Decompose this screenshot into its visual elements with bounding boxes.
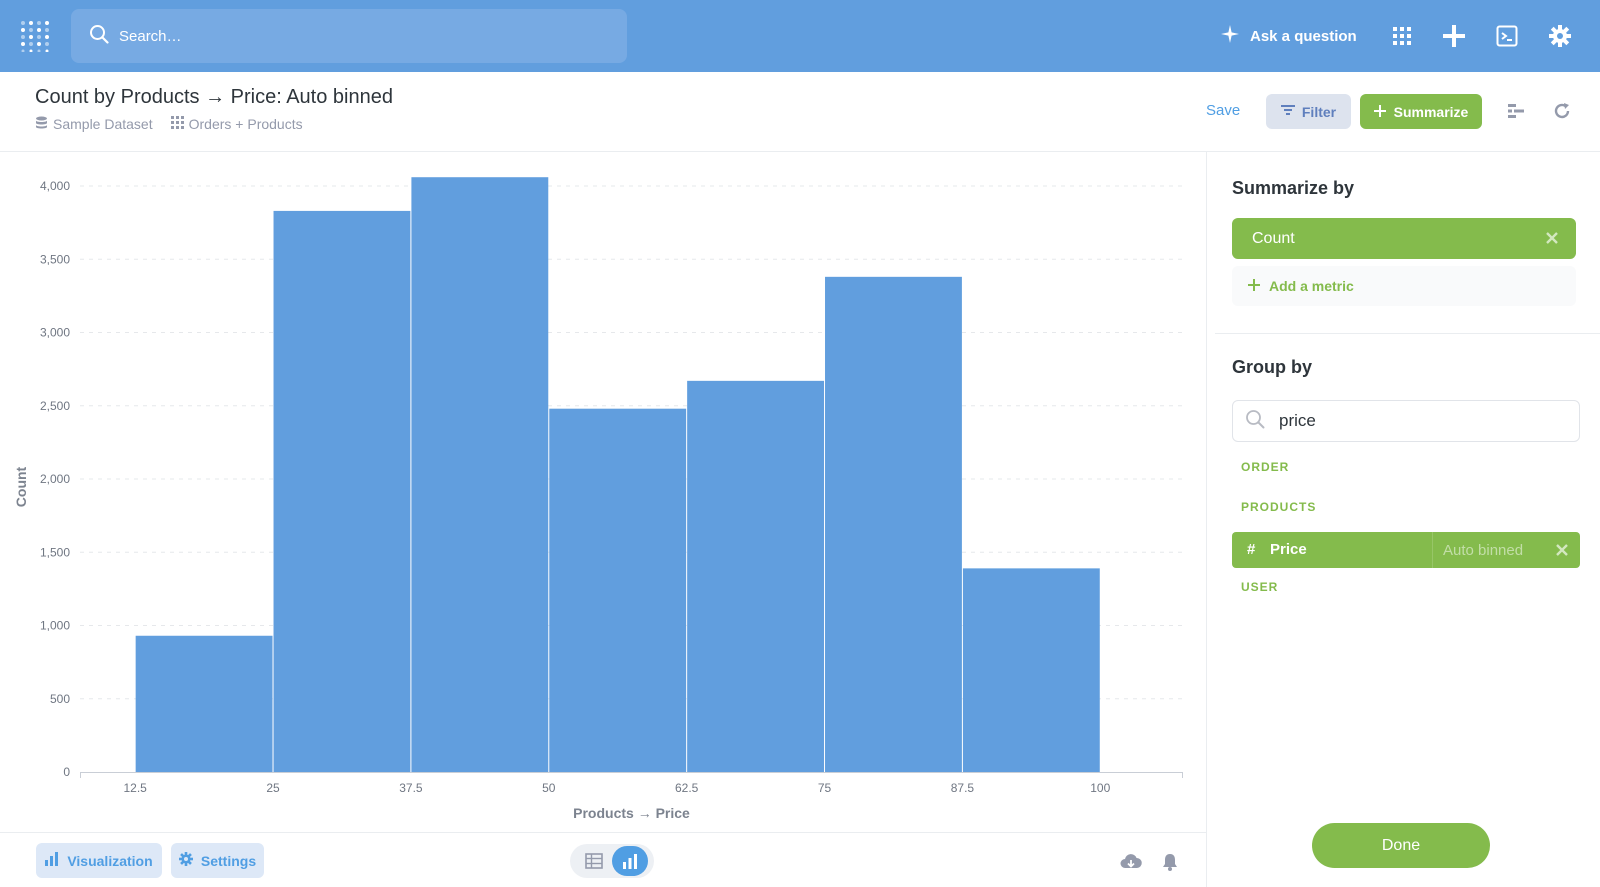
add-metric-label: Add a metric <box>1269 278 1354 294</box>
group-by-heading: Group by <box>1232 357 1312 377</box>
add-metric-button[interactable]: Add a metric <box>1232 266 1576 306</box>
histogram-bar <box>273 210 411 772</box>
breadcrumb-database-label: Sample Dataset <box>53 116 153 132</box>
plus-icon <box>1373 104 1394 120</box>
binning-label: Auto binned <box>1443 541 1524 559</box>
visualization-button[interactable]: Visualization <box>36 843 162 878</box>
x-tick-label: 12.5 <box>123 781 147 795</box>
summarize-label: Summarize <box>1393 103 1469 120</box>
database-icon <box>35 116 53 132</box>
histogram-bar <box>825 276 962 772</box>
section-order[interactable]: ORDER <box>1241 460 1290 474</box>
plus-icon[interactable] <box>1440 22 1468 50</box>
x-tick-label: 37.5 <box>399 781 423 795</box>
y-tick-label: 3,500 <box>40 252 70 266</box>
plus-icon <box>1248 278 1269 294</box>
group-by-search[interactable] <box>1232 400 1580 442</box>
metabase-logo-icon[interactable] <box>20 20 50 53</box>
filter-icon <box>1280 103 1302 120</box>
summarize-button[interactable]: Summarize <box>1360 94 1482 129</box>
visualization-label: Visualization <box>67 852 153 869</box>
y-tick-label: 1,500 <box>40 545 70 559</box>
y-axis-title: Count <box>13 466 29 507</box>
histogram-bar <box>135 635 273 772</box>
histogram-bar <box>687 380 825 772</box>
filter-label: Filter <box>1301 103 1337 120</box>
bell-icon[interactable] <box>1159 851 1181 873</box>
section-products[interactable]: PRODUCTS <box>1241 500 1317 514</box>
summarize-sidebar: Summarize by Count Add a metric Group by… <box>1206 152 1600 887</box>
chart-view-icon[interactable] <box>612 846 648 876</box>
field-name: Price <box>1270 541 1307 558</box>
section-user[interactable]: USER <box>1241 580 1279 594</box>
search-icon <box>1245 409 1265 434</box>
notebook-editor-icon[interactable] <box>1506 100 1528 122</box>
x-tick-label: 25 <box>266 781 280 795</box>
top-nav: Ask a question <box>0 0 1600 72</box>
group-by-field-price[interactable]: # Price Auto binned <box>1232 532 1580 568</box>
breadcrumb-table[interactable]: Orders + Products <box>170 116 303 132</box>
x-tick-label: 87.5 <box>951 781 975 795</box>
divider <box>1215 333 1600 334</box>
metric-label: Count <box>1252 229 1295 247</box>
y-tick-label: 4,000 <box>40 179 70 193</box>
y-tick-label: 500 <box>50 692 70 706</box>
ask-question-button[interactable]: Ask a question <box>1220 22 1357 50</box>
grid-icon[interactable] <box>1388 22 1416 50</box>
global-search-bar[interactable] <box>71 9 627 63</box>
y-tick-label: 2,000 <box>40 472 70 486</box>
done-button[interactable]: Done <box>1312 823 1490 868</box>
search-input[interactable] <box>119 27 599 45</box>
histogram-bar <box>962 568 1100 772</box>
bottom-bar: Visualization Settings <box>0 832 1206 887</box>
done-label: Done <box>1381 836 1421 854</box>
table-grid-icon <box>170 116 189 132</box>
metric-pill-count[interactable]: Count <box>1232 218 1576 259</box>
settings-button[interactable]: Settings <box>171 843 264 878</box>
breadcrumb: Sample Dataset Orders + Products <box>35 116 321 132</box>
gear-icon[interactable] <box>1546 22 1574 50</box>
close-icon[interactable] <box>1552 540 1572 560</box>
question-header: Count by Products → Price: Auto binned S… <box>0 72 1600 152</box>
y-tick-label: 3,000 <box>40 326 70 340</box>
binning-selector[interactable]: Auto binned <box>1432 532 1580 568</box>
histogram-bar <box>549 408 687 772</box>
x-tick-label: 75 <box>818 781 832 795</box>
view-toggle <box>570 844 654 878</box>
number-field-icon: # <box>1247 541 1256 558</box>
close-icon[interactable] <box>1542 228 1562 248</box>
y-tick-label: 0 <box>63 765 70 779</box>
ask-question-label: Ask a question <box>1250 27 1357 45</box>
terminal-icon[interactable] <box>1493 22 1521 50</box>
refresh-icon[interactable] <box>1551 100 1573 122</box>
x-tick-label: 62.5 <box>675 781 699 795</box>
gear-icon <box>178 852 201 869</box>
filter-button[interactable]: Filter <box>1266 94 1351 129</box>
summarize-by-heading: Summarize by <box>1232 178 1355 198</box>
chart-area: 0 500 1,000 1,500 2,000 2,500 3,000 3,500 4,000 1… <box>0 152 1206 832</box>
x-tick-label: 50 <box>542 781 556 795</box>
bar-chart-icon <box>45 852 67 869</box>
group-by-search-input[interactable] <box>1279 411 1559 431</box>
x-axis-title: Products → Price <box>573 805 690 821</box>
histogram-chart: 0 500 1,000 1,500 2,000 2,500 3,000 3,500 4,000 1… <box>13 177 1183 821</box>
y-tick-label: 2,500 <box>40 399 70 413</box>
table-view-icon[interactable] <box>578 849 610 873</box>
settings-label: Settings <box>200 852 257 869</box>
question-title[interactable]: Count by Products → Price: Auto binned <box>35 86 393 108</box>
sparkle-icon <box>1220 24 1250 48</box>
breadcrumb-database[interactable]: Sample Dataset <box>35 116 153 132</box>
histogram-bar <box>411 177 549 773</box>
x-tick-label: 100 <box>1090 781 1110 795</box>
search-icon <box>89 24 109 49</box>
y-tick-label: 1,000 <box>40 619 70 633</box>
download-icon[interactable] <box>1120 851 1142 873</box>
breadcrumb-table-label: Orders + Products <box>188 116 303 132</box>
save-button[interactable]: Save <box>1206 102 1241 119</box>
